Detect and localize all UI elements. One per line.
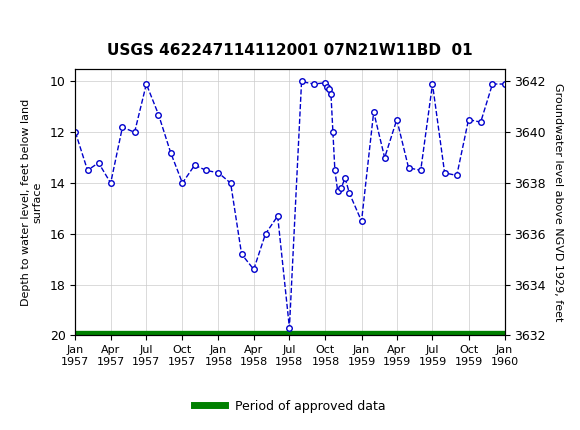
Legend: Period of approved data: Period of approved data	[189, 395, 391, 418]
Y-axis label: Depth to water level, feet below land
surface: Depth to water level, feet below land su…	[21, 98, 43, 306]
Text: ▒USGS: ▒USGS	[12, 15, 66, 37]
Y-axis label: Groundwater level above NGVD 1929, feet: Groundwater level above NGVD 1929, feet	[553, 83, 563, 321]
Text: USGS 462247114112001 07N21W11BD  01: USGS 462247114112001 07N21W11BD 01	[107, 43, 473, 58]
